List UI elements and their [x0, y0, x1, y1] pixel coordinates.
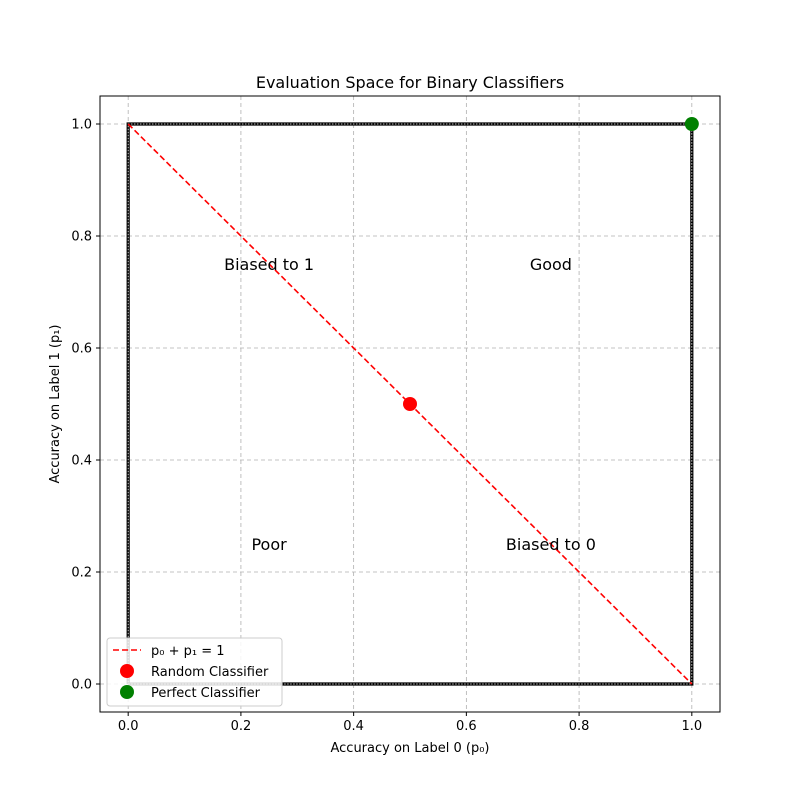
y-axis-ticks: 0.0 0.2 0.4 0.6 0.8 1.0 — [71, 118, 100, 693]
y-axis-label: Accuracy on Label 1 (p₁) — [48, 324, 63, 483]
legend-swatch-random-classifier — [120, 664, 134, 678]
x-tick-label-4: 0.8 — [569, 719, 590, 734]
legend-box — [106, 637, 283, 707]
y-tick-label-1: 0.2 — [71, 566, 92, 581]
x-tick-label-3: 0.6 — [456, 719, 477, 734]
y-tick-label-5: 1.0 — [71, 118, 92, 133]
region-label-0: Biased to 1 — [224, 255, 314, 274]
region-label-1: Good — [530, 255, 572, 274]
legend-label-random-classifier: Random Classifier — [151, 665, 269, 680]
x-tick-label-5: 1.0 — [681, 719, 702, 734]
plot-frame — [99, 95, 721, 713]
y-tick-label-2: 0.4 — [71, 454, 92, 469]
legend-label-reference-line: p₀ + p₁ = 1 — [151, 644, 225, 659]
legend-label-perfect-classifier: Perfect Classifier — [151, 686, 261, 701]
x-tick-label-0: 0.0 — [118, 719, 139, 734]
x-axis-label: Accuracy on Label 0 (p₀) — [330, 741, 489, 756]
y-tick-label-3: 0.6 — [71, 342, 92, 357]
legend: p₀ + p₁ = 1 Random Classifier Perfect Cl… — [106, 637, 283, 707]
point-perfect-classifier — [684, 117, 699, 131]
region-label-3: Biased to 0 — [506, 535, 596, 554]
boundary-square-inner-texture — [127, 123, 693, 685]
region-annotation-layer: Biased to 1 Good Poor Biased to 0 — [224, 255, 596, 554]
chart-title: Evaluation Space for Binary Classifiers — [256, 73, 564, 92]
point-random-classifier — [403, 397, 417, 411]
x-axis-ticks: 0.0 0.2 0.4 0.6 0.8 1.0 — [118, 712, 702, 734]
y-tick-label-4: 0.8 — [71, 230, 92, 245]
point-layer — [403, 117, 699, 411]
y-tick-label-0: 0.0 — [71, 678, 92, 693]
x-tick-label-2: 0.4 — [343, 719, 364, 734]
x-tick-label-1: 0.2 — [231, 719, 252, 734]
legend-swatch-perfect-classifier — [120, 685, 134, 699]
region-label-2: Poor — [251, 535, 287, 554]
